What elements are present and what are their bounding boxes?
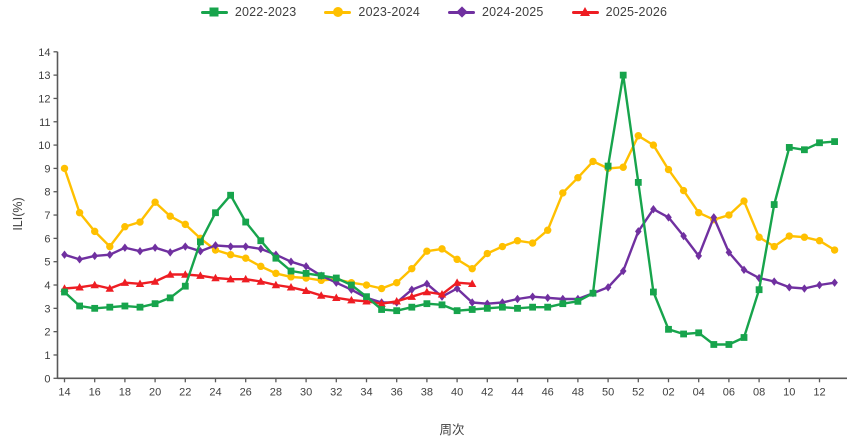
y-tick-label: 2 — [44, 327, 50, 339]
x-tick-label: 16 — [89, 386, 101, 398]
y-tick-label: 7 — [44, 210, 50, 222]
series-2022-2023 — [61, 71, 838, 348]
x-tick-label: 36 — [391, 386, 403, 398]
y-tick-label: 9 — [44, 163, 50, 175]
x-tick-label: 24 — [209, 386, 221, 398]
triangle-marker-icon — [571, 7, 599, 17]
x-tick-label: 50 — [602, 386, 614, 398]
x-tick-label: 06 — [723, 386, 735, 398]
y-tick-label: 3 — [44, 303, 50, 315]
x-tick-label: 14 — [58, 386, 70, 398]
legend-item-2025-2026[interactable]: 2025-2026 — [571, 5, 668, 19]
x-tick-label: 42 — [481, 386, 493, 398]
triangle-glyph — [580, 7, 591, 17]
x-tick-label: 04 — [693, 386, 705, 398]
y-tick-label: 6 — [44, 233, 50, 245]
legend-label: 2025-2026 — [605, 5, 668, 19]
legend-item-2022-2023[interactable]: 2022-2023 — [200, 5, 297, 19]
x-tick-label: 20 — [149, 386, 161, 398]
legend-label: 2023-2024 — [358, 5, 420, 19]
y-tick-label: 14 — [38, 47, 50, 59]
y-tick-label: 13 — [38, 70, 50, 82]
x-tick-label: 22 — [179, 386, 191, 398]
x-tick-label: 28 — [270, 386, 282, 398]
x-tick-label: 18 — [119, 386, 131, 398]
series-2025-2026 — [60, 270, 477, 307]
square-glyph — [209, 7, 219, 17]
y-tick-label: 4 — [44, 280, 50, 292]
legend-label: 2022-2023 — [234, 5, 297, 19]
x-tick-label: 34 — [360, 386, 372, 398]
y-tick-label: 10 — [38, 140, 50, 152]
x-tick-label: 40 — [451, 386, 463, 398]
y-axis-title: ILI(%) — [11, 197, 25, 231]
x-tick-label: 44 — [511, 386, 523, 398]
x-axis-ticks: 14 16 18 20 22 24 26 28 30 32 34 36 38 40 42 44 46 48 50 52… — [58, 378, 826, 398]
x-tick-label: 46 — [542, 386, 554, 398]
series-2023-2024 — [60, 132, 839, 293]
x-tick-label: 32 — [330, 386, 342, 398]
x-tick-label: 08 — [753, 386, 765, 398]
x-axis-title: 周次 — [439, 423, 465, 437]
diamond-glyph — [455, 6, 468, 18]
x-tick-label: 10 — [783, 386, 795, 398]
x-tick-label: 52 — [632, 386, 644, 398]
diamond-marker-icon — [448, 6, 475, 18]
legend-item-2023-2024[interactable]: 2023-2024 — [324, 5, 420, 19]
y-tick-label: 1 — [44, 350, 50, 362]
legend-item-2024-2025[interactable]: 2024-2025 — [448, 5, 544, 19]
square-marker-icon — [200, 7, 228, 17]
y-tick-label: 0 — [44, 373, 50, 385]
x-tick-label: 48 — [572, 386, 584, 398]
x-tick-label: 38 — [421, 386, 433, 398]
circle-marker-icon — [324, 7, 352, 17]
x-tick-label: 26 — [240, 386, 252, 398]
y-tick-label: 5 — [44, 257, 50, 269]
legend-label: 2024-2025 — [482, 5, 544, 19]
circle-glyph — [332, 7, 343, 17]
y-tick-label: 11 — [39, 117, 50, 129]
y-tick-label: 12 — [38, 93, 50, 105]
chart-legend: 2022-2023 2023-2024 2024-2025 2025-2026 — [0, 5, 868, 19]
x-tick-label: 12 — [813, 386, 825, 398]
x-tick-label: 02 — [662, 386, 674, 398]
x-tick-label: 30 — [300, 386, 312, 398]
y-tick-label: 8 — [44, 187, 50, 199]
